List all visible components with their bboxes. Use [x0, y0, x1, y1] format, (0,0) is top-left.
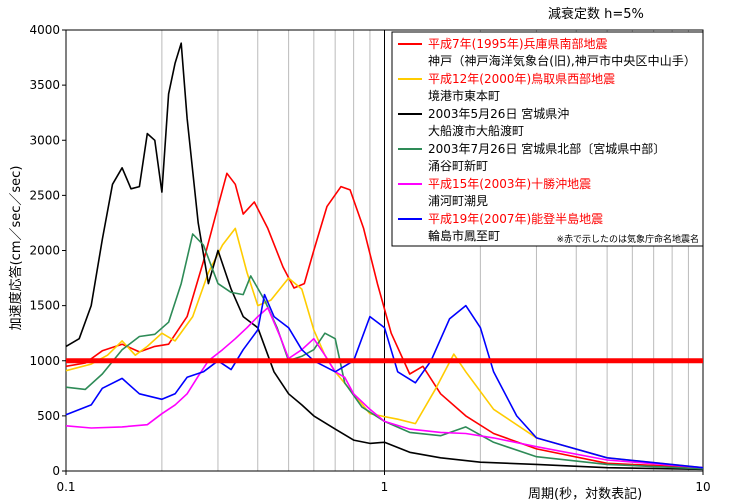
series-line-6 — [65, 293, 704, 469]
y-tick-label: 3000 — [29, 133, 60, 147]
x-tick-label: 10 — [695, 480, 710, 494]
legend-entry-sublabel: 涌谷町新町 — [428, 158, 488, 173]
legend-entry-sublabel: 境港市東本町 — [428, 88, 500, 103]
legend-entry-name: 2003年5月26日 宮城県沖 — [428, 106, 569, 121]
series-lines — [65, 42, 704, 471]
legend-entry-sublabel: 大船渡市大船渡町 — [428, 123, 524, 138]
legend-entry-name: 平成7年(1995年)兵庫県南部地震 — [428, 36, 608, 51]
legend-entry-name: 平成12年(2000年)鳥取県西部地震 — [428, 71, 615, 86]
legend-box — [391, 31, 704, 247]
legend-entry-name: 平成15年(2003年)十勝沖地震 — [428, 176, 591, 191]
x-axis-label: 周期(秒，対数表記) — [528, 486, 642, 502]
y-tick-label: 500 — [37, 409, 60, 423]
legend: 平成7年(1995年)兵庫県南部地震神戸（神戸海洋気象台(旧),神戸市中央区中山… — [391, 31, 704, 247]
legend-entry-sublabel: 輪島市鳳至町 — [428, 228, 500, 243]
x-axis-ticks: 0.1 1 10 — [56, 471, 711, 494]
y-tick-label: 1000 — [29, 354, 60, 368]
x-tick-label: 0.1 — [56, 480, 75, 494]
series-line-1 — [65, 172, 704, 469]
chart-title: 減衰定数 h=5% — [548, 6, 644, 22]
y-axis-label: 加速度応答(cm／sec／sec) — [8, 166, 24, 331]
series-line-2 — [65, 227, 704, 469]
y-tick-label: 3500 — [29, 78, 60, 92]
y-tick-label: 2500 — [29, 188, 60, 202]
y-tick-label: 0 — [52, 464, 60, 478]
legend-entry-sublabel: 浦河町潮見 — [428, 193, 488, 208]
y-axis-ticks: 0 500 1000 1500 2000 2500 3000 3500 4000 — [29, 23, 66, 478]
legend-entry-name: 平成19年(2007年)能登半島地震 — [428, 211, 603, 226]
y-tick-label: 4000 — [29, 23, 60, 37]
y-tick-label: 2000 — [29, 244, 60, 258]
legend-entry-sublabel: 神戸（神戸海洋気象台(旧),神戸市中央区中山手） — [428, 53, 696, 68]
x-tick-label: 1 — [381, 480, 389, 494]
series-line-3 — [65, 42, 704, 471]
legend-entry-name: 2003年7月26日 宮城県北部〔宮城県中部〕 — [428, 141, 665, 156]
y-tick-label: 1500 — [29, 299, 60, 313]
legend-note: ※赤で示したのは気象庁命名地震名 — [556, 233, 699, 245]
